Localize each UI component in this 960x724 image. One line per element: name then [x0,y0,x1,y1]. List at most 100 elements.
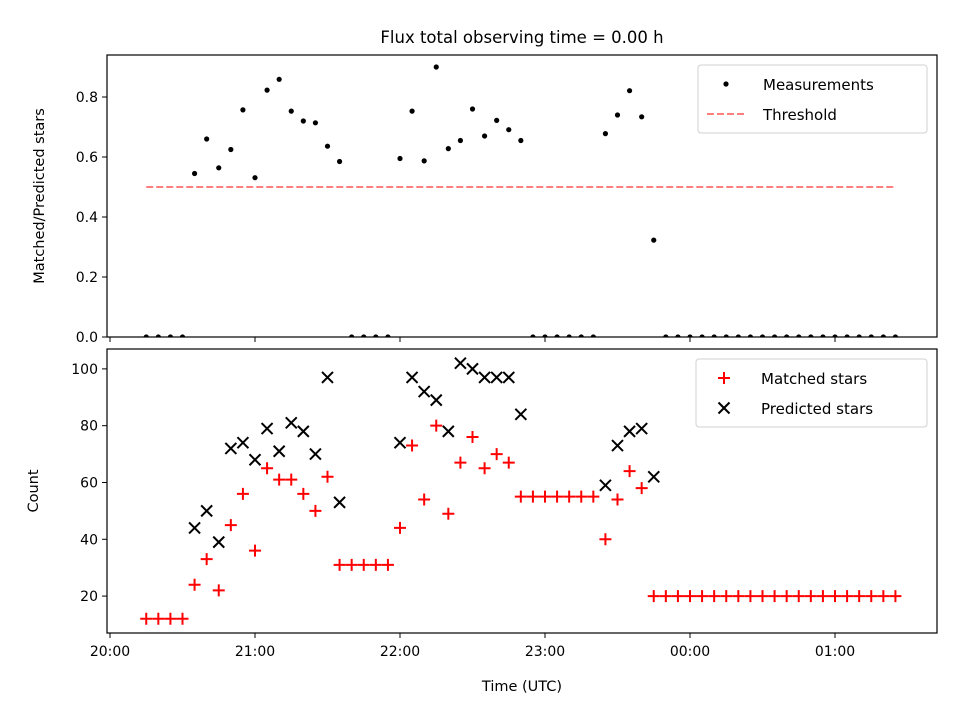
measurement-point [143,334,149,337]
predicted-star-point [285,416,298,430]
predicted-star-point [478,371,491,384]
matched-star-point [478,462,491,475]
predicted-star-point [224,442,238,455]
measurement-point [191,170,198,177]
measurement-point [590,334,596,337]
predicted-star-point [333,496,346,509]
matched-star-point [212,584,225,597]
measurement-point [880,334,886,337]
legend-label: Matched stars [761,370,867,388]
predicted-star-point [248,453,262,466]
measurement-point [228,146,234,153]
matched-star-point [768,590,781,603]
measurement-point [614,112,621,118]
measurement-point [155,334,161,337]
measurement-point [856,334,862,337]
measurement-point [336,158,343,165]
measurement-point [892,334,899,337]
chart-title: Flux total observing time = 0.00 h [380,28,663,47]
measurement-point [300,118,306,124]
matched-star-point [152,612,165,625]
predicted-star-point [188,521,201,535]
measurement-point [735,334,741,337]
predicted-star-point [490,371,503,384]
predicted-star-point [236,436,250,449]
measurement-point [796,334,802,337]
matched-star-point [430,419,443,432]
measurement-point [566,334,572,337]
measurement-point [808,334,814,337]
matched-star-point [261,462,274,475]
matched-star-point [502,456,515,469]
measurement-point [276,76,282,82]
plot-data-area [143,64,899,337]
measurement-point [204,136,210,142]
measurement-point [530,334,536,337]
predicted-star-point [635,422,648,435]
bottom-panel-counts: 20 40 60 80 100 Count 20:00 21:00 22:00 23:00 00:0… [26,348,938,695]
predicted-star-point [623,425,636,438]
legend-predicted-swatch [717,401,731,415]
measurement-point [578,334,584,337]
matched-star-point [720,590,733,603]
measurement-point [784,334,790,337]
measurement-point [433,64,439,70]
predicted-star-point [212,535,225,549]
y-tick-label: 100 [71,362,98,378]
matched-star-point [889,590,902,603]
matched-star-point [587,490,600,503]
matched-star-point [853,590,866,603]
matched-star-point [647,590,660,603]
legend-box [697,64,928,134]
matched-star-point [297,487,310,500]
measurement-point [421,158,427,164]
matched-star-point [381,558,394,571]
matched-star-point [792,590,805,603]
predicted-star-point [430,393,443,407]
y-tick-label: 0.0 [76,330,98,346]
matched-star-point [176,612,189,625]
y-axis-label: Matched/Predicted stars [32,108,48,284]
matched-star-point [514,490,527,503]
predicted-star-point [417,385,431,398]
matched-star-point [345,558,358,571]
y-tick-label: 0.4 [76,210,98,226]
matched-star-point [406,439,419,452]
matched-star-point [490,448,503,461]
measurement-point [844,334,850,337]
measurement-point [699,334,705,337]
matched-star-point [236,487,249,500]
predicted-star-point [611,439,624,452]
measurement-point [216,165,222,171]
predicted-star-point [393,436,407,449]
matched-star-point [273,473,286,486]
measurement-point [361,334,367,337]
matched-star-point [224,519,237,532]
matched-star-point [684,590,696,603]
measurement-point [868,334,874,337]
x-axis-label: Time (UTC) [481,679,562,695]
predicted-star-point [405,371,419,384]
matched-star-point [829,590,841,603]
predicted-star-point [454,356,467,370]
legend-matched-swatch [718,372,730,384]
predicted-star-point [309,447,322,461]
measurement-point [820,334,826,337]
matched-star-point [140,612,153,625]
measurement-point [747,334,754,337]
x-tick-label: 01:00 [815,644,855,660]
matched-star-point [394,521,406,534]
matched-star-point [357,558,370,571]
measurement-point [554,334,560,337]
legend: Measurements Threshold [697,64,928,134]
measurement-point [264,87,270,93]
matched-star-point [877,590,890,603]
measurement-point [324,143,331,149]
matched-star-point [526,490,539,503]
top-panel-ratio: Flux total observing time = 0.00 h 0.0 0.2… [32,28,938,346]
y-tick-label: 0.6 [76,150,98,166]
matched-star-point [164,612,177,625]
predicted-star-point [260,422,274,435]
measurement-point [663,334,669,337]
matched-star-point [635,482,648,495]
